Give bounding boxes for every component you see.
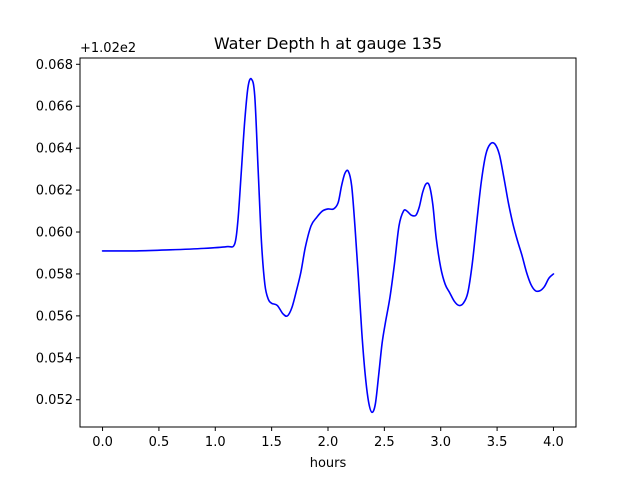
x-tick-label: 2.0: [318, 435, 339, 450]
y-tick-label: 0.064: [36, 142, 73, 157]
y-tick-label: 0.066: [36, 100, 73, 115]
x-tick-label: 4.0: [543, 435, 564, 450]
x-axis-label: hours: [310, 456, 347, 471]
x-tick-label: 1.5: [261, 435, 282, 450]
series-line-water-depth: [101, 77, 555, 414]
y-tick-label: 0.058: [36, 267, 73, 282]
y-axis-offset-label: +1.02e2: [80, 41, 136, 56]
y-tick-label: 0.052: [36, 393, 73, 408]
x-axis-ticks: 0.0 0.5 1.0 1.5 2.0 2.5 3.0 3.5 4.0: [92, 427, 564, 450]
y-tick-label: 0.068: [36, 58, 73, 73]
y-tick-label: 0.056: [36, 309, 73, 324]
plot-area-frame: [79, 57, 577, 428]
y-axis-ticks: 0.052 0.054 0.056 0.058 0.060 0.062 0.064 0.066…: [36, 58, 80, 408]
x-tick-label: 3.0: [430, 435, 451, 450]
x-tick-label: 2.5: [374, 435, 395, 450]
y-tick-label: 0.062: [36, 184, 73, 199]
x-tick-label: 1.0: [205, 435, 226, 450]
y-tick-label: 0.060: [36, 226, 73, 241]
x-tick-label: 0.0: [92, 435, 113, 450]
x-tick-label: 3.5: [487, 435, 508, 450]
y-tick-label: 0.054: [36, 351, 73, 366]
chart-title: Water Depth h at gauge 135: [214, 34, 442, 53]
x-tick-label: 0.5: [149, 435, 170, 450]
